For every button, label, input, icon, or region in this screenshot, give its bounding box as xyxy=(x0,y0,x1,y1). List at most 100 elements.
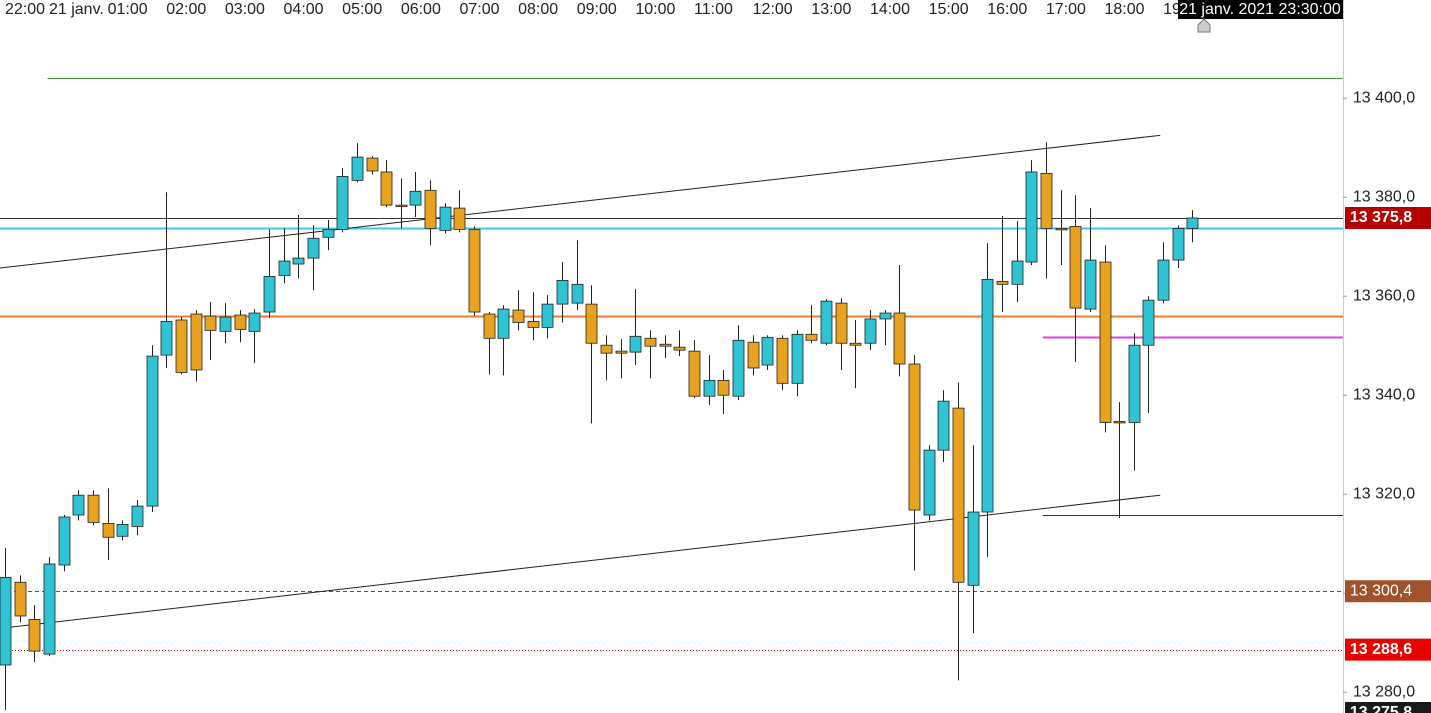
x-tick-label: 13:00 xyxy=(811,1,851,18)
x-tick-label: 18:00 xyxy=(1105,1,1145,18)
candle-body xyxy=(146,355,159,507)
candle-body xyxy=(688,350,701,397)
x-tick-label: 10:00 xyxy=(635,1,675,18)
candle-body xyxy=(234,314,247,330)
candle-body xyxy=(204,315,217,331)
candle-body xyxy=(1113,421,1126,424)
crosshair-marker xyxy=(1197,18,1211,33)
x-tick-label: 06:00 xyxy=(401,1,441,18)
candle-body xyxy=(483,313,496,339)
candle-body xyxy=(380,171,393,206)
candle-body xyxy=(1055,227,1068,231)
candle-body xyxy=(1040,173,1053,229)
candle-body xyxy=(776,337,789,384)
candle-body xyxy=(102,523,115,538)
candle-body xyxy=(87,494,100,523)
x-tick-label: 12:00 xyxy=(753,1,793,18)
candle-body xyxy=(805,333,818,341)
candle-body xyxy=(644,337,657,347)
x-tick-label: 08:00 xyxy=(518,1,558,18)
candle-body xyxy=(28,619,41,652)
candle-body xyxy=(571,283,584,304)
candle-body xyxy=(761,336,774,366)
candle-body xyxy=(820,300,833,344)
candle-body xyxy=(1069,226,1082,309)
x-tick-label: 07:00 xyxy=(459,1,499,18)
x-tick-label: 16:00 xyxy=(987,1,1027,18)
candle-body xyxy=(1142,299,1155,346)
x-tick-label: 01:00 xyxy=(108,1,148,18)
candle-body xyxy=(351,156,364,181)
candle-body xyxy=(366,157,379,172)
candle-body xyxy=(395,204,408,208)
x-tick-label: 09:00 xyxy=(577,1,617,18)
candle-body xyxy=(747,341,760,369)
candle-body xyxy=(1172,227,1185,261)
price-label-box xyxy=(1345,207,1431,229)
candle-body xyxy=(923,449,936,516)
candle-body xyxy=(72,494,85,516)
price-label-box xyxy=(1345,638,1431,661)
x-tick-label: 04:00 xyxy=(284,1,324,18)
y-tick-label: 13 360,0 xyxy=(1353,287,1415,304)
candle-body xyxy=(219,316,232,332)
candle-body xyxy=(1157,259,1170,301)
candle-body xyxy=(336,176,349,230)
candle-body xyxy=(615,350,628,354)
y-tick-label: 13 400,0 xyxy=(1353,89,1415,106)
x-tick-label: 21 janv. xyxy=(49,1,104,18)
candle-body xyxy=(497,308,510,339)
candle-body xyxy=(879,312,892,320)
x-tick-label: 05:00 xyxy=(342,1,382,18)
candle-body xyxy=(791,333,804,384)
trendline xyxy=(0,494,1161,629)
axis-labels: 13 280,013 300,013 320,013 340,013 360,0… xyxy=(1343,89,1431,713)
price-label: 13 300,4 xyxy=(1350,582,1412,599)
x-tick-label: 14:00 xyxy=(870,1,910,18)
candle-body xyxy=(1084,259,1097,310)
candle-body xyxy=(131,505,144,527)
candle-body xyxy=(263,276,276,313)
candle-body xyxy=(527,321,540,328)
price-label: 13 375,8 xyxy=(1350,209,1412,226)
candle-body xyxy=(1025,171,1038,263)
candle-body xyxy=(893,312,906,365)
trendline xyxy=(0,134,1161,269)
candle-body xyxy=(453,207,466,230)
candle-body xyxy=(717,379,730,396)
candle-body xyxy=(439,206,452,231)
price-label-box xyxy=(1345,580,1431,603)
candle-body xyxy=(659,343,672,347)
crosshair-label: 21 janv. 2021 23:30:00 xyxy=(1179,1,1341,18)
candle-body xyxy=(409,190,422,206)
candle-body xyxy=(190,313,203,371)
candle-body xyxy=(585,303,598,344)
candle-body xyxy=(673,346,686,351)
x-tick-label: 11:00 xyxy=(694,1,733,18)
candle-body xyxy=(116,524,129,537)
candle-body xyxy=(849,342,862,346)
price-label-box xyxy=(1345,702,1431,713)
candle-body xyxy=(541,303,554,328)
candle-body xyxy=(952,407,965,583)
candle-body xyxy=(996,280,1009,285)
candle-body xyxy=(14,581,27,617)
candle-body xyxy=(967,511,980,586)
y-tick-label: 13 320,0 xyxy=(1353,485,1415,502)
candle-body xyxy=(248,312,261,332)
price-axis xyxy=(1343,0,1431,713)
x-tick-label: 15:00 xyxy=(929,1,969,18)
plot-area xyxy=(0,78,1343,711)
candle-body xyxy=(292,257,305,265)
candle-body xyxy=(0,576,12,666)
candle-body xyxy=(937,400,950,451)
x-tick-label: 17:00 xyxy=(1046,1,1086,18)
candle-body xyxy=(1011,260,1024,285)
candle-body xyxy=(981,278,994,513)
candle-body xyxy=(175,319,188,373)
y-tick-label: 13 340,0 xyxy=(1353,386,1415,403)
candle-body xyxy=(600,344,613,354)
candle-body xyxy=(629,335,642,353)
y-tick-label: 13 380,0 xyxy=(1353,188,1415,205)
